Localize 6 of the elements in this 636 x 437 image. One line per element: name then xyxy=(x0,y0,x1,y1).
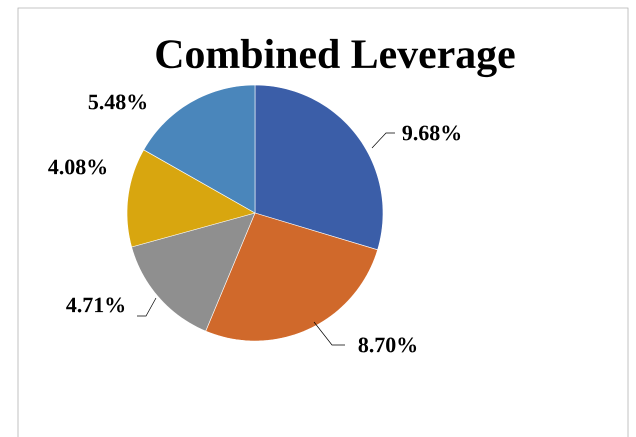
data-label: 4.08% xyxy=(48,160,106,174)
data-label: 5.48% xyxy=(88,94,146,110)
data-label: 9.68% xyxy=(402,126,460,140)
data-label: 8.70% xyxy=(358,338,416,352)
chart-title: Combined Leverage xyxy=(156,38,515,78)
data-label: 4.71% xyxy=(66,298,124,312)
